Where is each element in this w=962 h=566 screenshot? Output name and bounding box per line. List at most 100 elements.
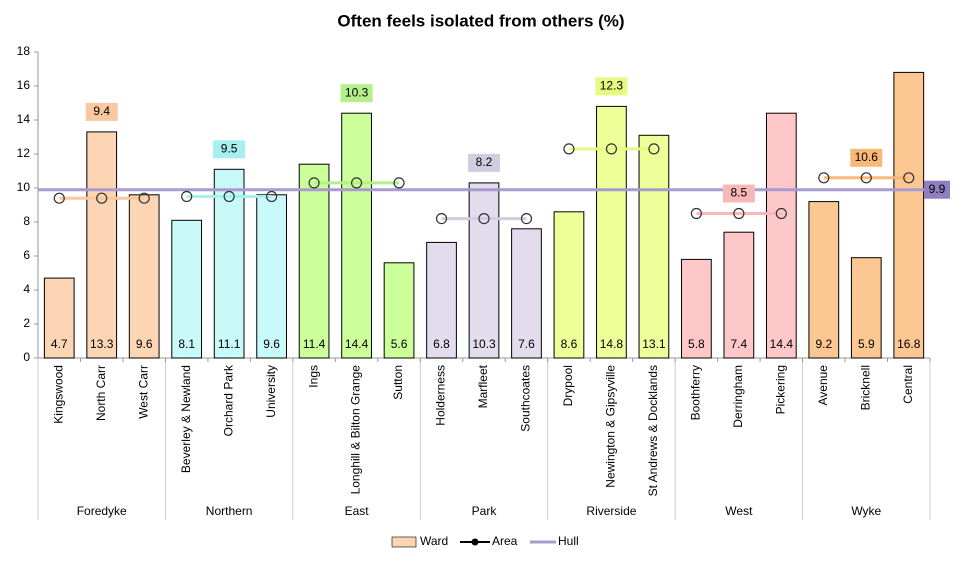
bar: [765, 112, 797, 359]
area-marker: [181, 190, 193, 203]
y-tick-label: 4: [23, 282, 30, 296]
bar: [383, 262, 415, 359]
x-tick-label: Longhill & Bilton Grange: [349, 365, 363, 495]
area-marker: [393, 177, 405, 189]
bar: [681, 258, 712, 359]
bar: [86, 131, 118, 359]
y-tick-label: 6: [23, 248, 30, 262]
value-label: 5.8: [688, 337, 705, 351]
y-tick-label: 12: [17, 146, 31, 160]
value-label: 7.4: [731, 337, 748, 351]
value-label: 13.3: [90, 337, 114, 351]
area-marker: [690, 207, 702, 220]
value-label: 11.1: [218, 337, 241, 351]
x-tick-label: Marfleet: [476, 364, 490, 408]
bar: [128, 194, 160, 359]
area-marker: [903, 172, 915, 184]
x-tick-label: Pickering: [774, 365, 788, 414]
bar: [723, 231, 755, 359]
bar: [511, 228, 542, 359]
group-label: Northern: [206, 504, 253, 518]
bar: [426, 241, 457, 359]
bar: [213, 168, 245, 359]
area-marker: [266, 190, 278, 203]
x-tick-label: West Carr: [136, 365, 150, 419]
legend-swatch: [391, 536, 417, 548]
area-marker: [478, 213, 490, 225]
group-label: Riverside: [586, 504, 636, 518]
x-tick-label: Sutton: [391, 365, 405, 400]
area-marker: [733, 207, 745, 220]
x-tick-label: North Carr: [94, 365, 108, 421]
area-marker: [435, 213, 448, 225]
area-marker: [223, 190, 235, 203]
bar: [43, 277, 75, 359]
value-label: 10.3: [472, 337, 496, 351]
bar: [808, 201, 840, 359]
group-label: Wyke: [851, 504, 881, 518]
legend-swatch: [471, 538, 479, 546]
bar: [468, 182, 500, 359]
bar: [256, 194, 287, 359]
bar: [893, 71, 925, 359]
bar: [341, 112, 372, 359]
y-tick-label: 0: [23, 350, 30, 364]
area-marker: [860, 172, 872, 184]
group-label: West: [725, 504, 753, 518]
y-tick-label: 10: [17, 180, 31, 194]
area-label: 10.3: [345, 85, 369, 99]
legend-label: Area: [492, 534, 518, 548]
area-label-box: [722, 184, 755, 203]
value-label: 5.9: [858, 337, 875, 351]
value-label: 8.6: [561, 337, 578, 351]
area-label: 8.5: [731, 186, 748, 200]
value-label: 14.4: [345, 337, 369, 351]
x-tick-label: Kingswood: [51, 365, 65, 424]
area-marker: [350, 177, 363, 189]
bar: [638, 134, 670, 359]
area-label: 12.3: [600, 79, 624, 93]
area-marker: [53, 192, 65, 204]
y-tick-label: 18: [17, 44, 31, 58]
bar: [553, 211, 585, 359]
value-label: 14.4: [770, 337, 794, 351]
y-tick-label: 2: [23, 316, 30, 330]
value-label: 5.6: [391, 337, 408, 351]
x-tick-label: Derringham: [731, 365, 745, 428]
x-tick-label: Drypool: [561, 365, 575, 406]
area-label-box: [85, 102, 118, 121]
x-tick-label: Avenue: [816, 365, 830, 406]
area-label-box: [850, 148, 883, 167]
area-label-box: [213, 140, 246, 159]
area-marker: [308, 177, 320, 189]
x-tick-label: Newington & Gipsyville: [604, 365, 618, 488]
bar: [171, 219, 203, 359]
area-marker: [605, 143, 618, 155]
area-marker: [648, 143, 660, 155]
value-label: 8.1: [178, 337, 195, 351]
x-tick-label: Bricknell: [858, 365, 872, 410]
area-label: 9.4: [93, 104, 110, 118]
group-label: Park: [472, 504, 498, 518]
chart-title: Often feels isolated from others (%): [337, 11, 624, 30]
area-label-box: [468, 153, 500, 172]
x-tick-label: Orchard Park: [221, 364, 235, 436]
hull-label: 9.9: [929, 182, 946, 196]
bar: [298, 163, 330, 359]
value-label: 9.6: [136, 337, 153, 351]
y-tick-label: 8: [23, 214, 30, 228]
area-marker: [138, 192, 150, 204]
hull-label-box: [924, 180, 950, 199]
value-label: 7.6: [518, 337, 535, 351]
area-label-box: [595, 77, 628, 96]
bar: [850, 257, 882, 359]
value-label: 16.8: [897, 337, 921, 351]
x-tick-label: Holderness: [434, 365, 448, 426]
legend-label: Ward: [420, 534, 448, 548]
value-label: 9.2: [815, 337, 832, 351]
value-label: 9.6: [263, 337, 280, 351]
value-label: 11.4: [303, 337, 326, 351]
x-tick-label: Boothferry: [689, 365, 703, 420]
group-label: East: [345, 504, 370, 518]
